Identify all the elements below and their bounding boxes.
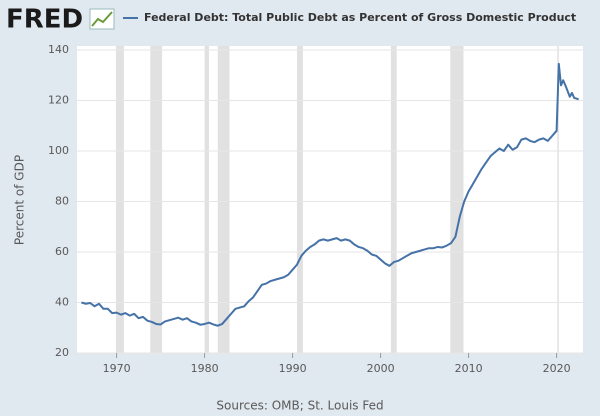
x-tick-label: 1990 (279, 362, 307, 375)
y-tick-label: 100 (48, 144, 69, 157)
y-tick-label: 80 (55, 195, 69, 208)
x-tick-label: 2000 (367, 362, 395, 375)
recession-band (115, 46, 124, 353)
logo-icon (89, 8, 115, 30)
y-tick-label: 140 (48, 43, 69, 56)
y-tick-label: 20 (55, 346, 69, 359)
recession-band (150, 46, 163, 353)
y-axis-label: Percent of GDP (13, 155, 27, 245)
y-tick-label: 40 (55, 296, 69, 309)
x-tick-label: 1980 (191, 362, 219, 375)
recession-band (204, 46, 209, 353)
x-tick-label: 2020 (543, 362, 571, 375)
x-tick-label: 1970 (103, 362, 131, 375)
data-line (81, 62, 579, 327)
y-tick-label: 120 (48, 94, 69, 107)
recession-band (450, 46, 464, 353)
recession-band (297, 46, 303, 353)
recession-band (390, 46, 397, 353)
legend-label: Federal Debt: Total Public Debt as Perce… (144, 11, 576, 24)
source: Sources: OMB; St. Louis Fed (216, 399, 383, 413)
recession-band (217, 46, 230, 353)
logo: FRED (6, 5, 83, 35)
x-tick-label: 2010 (455, 362, 483, 375)
recession-band (557, 46, 559, 353)
y-tick-label: 60 (55, 245, 69, 258)
